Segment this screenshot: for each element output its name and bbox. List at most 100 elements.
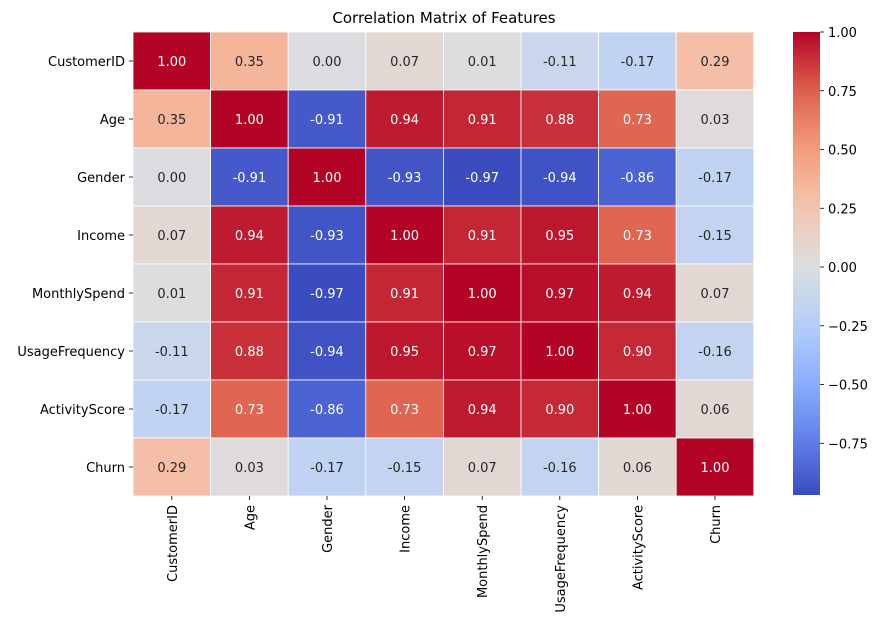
heatmap-cell xyxy=(442,205,522,265)
cell-value-label: 1.00 xyxy=(157,55,186,70)
y-tick-label: CustomerID xyxy=(48,55,125,70)
cell-value-label: 0.88 xyxy=(545,113,574,128)
cell-value-label: -0.11 xyxy=(543,55,577,70)
cell-value-label: 0.29 xyxy=(157,461,186,476)
cell-value-label: 0.73 xyxy=(623,113,652,128)
x-tick-label: ActivityScore xyxy=(631,505,646,590)
cell-value-label: -0.15 xyxy=(698,229,732,244)
cell-value-label: 0.35 xyxy=(235,55,264,70)
x-tick-label: Income xyxy=(399,505,414,553)
heatmap-cell xyxy=(598,379,677,439)
cell-value-label: 0.00 xyxy=(157,171,186,186)
cell-value-label: 0.06 xyxy=(701,403,730,418)
cell-value-label: -0.86 xyxy=(621,171,655,186)
heatmap-cell xyxy=(675,321,755,381)
heatmap-cell xyxy=(442,89,522,149)
cell-value-label: 0.91 xyxy=(468,113,497,128)
heatmap-cell xyxy=(210,89,289,149)
heatmap-cell xyxy=(287,321,367,381)
heatmap-cell xyxy=(675,263,755,323)
cell-value-label: -0.17 xyxy=(310,461,344,476)
heatmap-cell xyxy=(287,437,367,497)
heatmap-cell xyxy=(442,321,522,381)
cell-value-label: 1.00 xyxy=(701,461,730,476)
cell-value-label: 0.94 xyxy=(468,403,497,418)
heatmap-cell xyxy=(598,205,677,265)
cell-value-label: 0.94 xyxy=(390,113,419,128)
colorbar-tick-label: 0.50 xyxy=(828,144,857,159)
x-tick-label: Age xyxy=(243,505,258,530)
colorbar-tick-label: −0.50 xyxy=(828,379,868,394)
heatmap-cell xyxy=(210,147,289,207)
cell-value-label: -0.93 xyxy=(388,171,422,186)
heatmap-cell xyxy=(442,263,522,323)
cell-value-label: 1.00 xyxy=(468,287,497,302)
cell-value-label: 0.97 xyxy=(468,345,497,360)
cell-value-label: -0.91 xyxy=(310,113,344,128)
heatmap-cell xyxy=(520,147,599,207)
y-tick-label: ActivityScore xyxy=(40,403,125,418)
cell-value-label: 0.01 xyxy=(468,55,497,70)
y-tick-label: UsageFrequency xyxy=(17,345,125,360)
x-tick-label: Gender xyxy=(321,504,336,553)
heatmap-cell xyxy=(520,89,599,149)
heatmap-cell xyxy=(287,147,367,207)
chart-title: Correlation Matrix of Features xyxy=(332,9,555,27)
heatmap-cell xyxy=(442,379,522,439)
cell-value-label: 0.73 xyxy=(390,403,419,418)
heatmap-cell xyxy=(287,31,367,91)
heatmap-cell xyxy=(132,379,211,439)
cell-value-label: 1.00 xyxy=(235,113,264,128)
cell-value-label: -0.16 xyxy=(543,461,577,476)
cell-value-label: 0.90 xyxy=(545,403,574,418)
cell-value-label: -0.94 xyxy=(543,171,577,186)
heatmap-cell xyxy=(365,263,444,323)
y-tick-label: Age xyxy=(100,113,125,128)
heatmap-cell xyxy=(520,379,599,439)
heatmap-cell xyxy=(365,89,444,149)
cell-value-label: 0.03 xyxy=(235,461,264,476)
cell-value-label: 0.01 xyxy=(157,287,186,302)
cell-value-label: -0.16 xyxy=(698,345,732,360)
cell-value-label: -0.94 xyxy=(310,345,344,360)
heatmap-cell xyxy=(675,379,755,439)
heatmap-cell xyxy=(365,205,444,265)
cell-value-label: 0.88 xyxy=(235,345,264,360)
colorbar-gradient xyxy=(793,32,820,495)
cell-value-label: 1.00 xyxy=(545,345,574,360)
x-tick-label: MonthlySpend xyxy=(476,505,491,598)
heatmap-cell xyxy=(132,147,211,207)
heatmap-cell xyxy=(598,263,677,323)
cell-value-label: -0.17 xyxy=(698,171,732,186)
heatmap-cell xyxy=(675,437,755,497)
heatmap-cell xyxy=(210,321,289,381)
heatmap-cell xyxy=(210,379,289,439)
colorbar-tick-label: 0.00 xyxy=(828,261,857,276)
heatmap-cell xyxy=(287,205,367,265)
cell-value-label: 0.91 xyxy=(468,229,497,244)
heatmap-cell xyxy=(365,147,444,207)
cell-value-label: 0.00 xyxy=(313,55,342,70)
heatmap-cell xyxy=(520,263,599,323)
x-tick-label: UsageFrequency xyxy=(554,505,569,613)
x-tick-label: Churn xyxy=(709,505,724,544)
heatmap-cells: 1.00 0.35 0.00 0.07 0.01 -0.11 -0.17 0.29 0.35 1.… xyxy=(132,31,755,497)
x-tick-labels: CustomerID Age Gender Income MonthlySpend Usa… xyxy=(166,496,724,613)
cell-value-label: 0.07 xyxy=(390,55,419,70)
cell-value-label: 0.97 xyxy=(545,287,574,302)
heatmap-cell xyxy=(598,321,677,381)
heatmap-cell xyxy=(442,31,522,91)
heatmap-cell xyxy=(132,205,211,265)
cell-value-label: -0.17 xyxy=(155,403,189,418)
heatmap-cell xyxy=(287,379,367,439)
heatmap-cell xyxy=(210,31,289,91)
cell-value-label: 0.95 xyxy=(545,229,574,244)
y-tick-label: MonthlySpend xyxy=(32,287,125,302)
cell-value-label: -0.15 xyxy=(388,461,422,476)
heatmap-cell xyxy=(520,31,599,91)
heatmap-cell xyxy=(132,31,211,91)
heatmap-cell xyxy=(442,437,522,497)
colorbar-tick-label: −0.25 xyxy=(828,320,868,335)
cell-value-label: 0.07 xyxy=(157,229,186,244)
